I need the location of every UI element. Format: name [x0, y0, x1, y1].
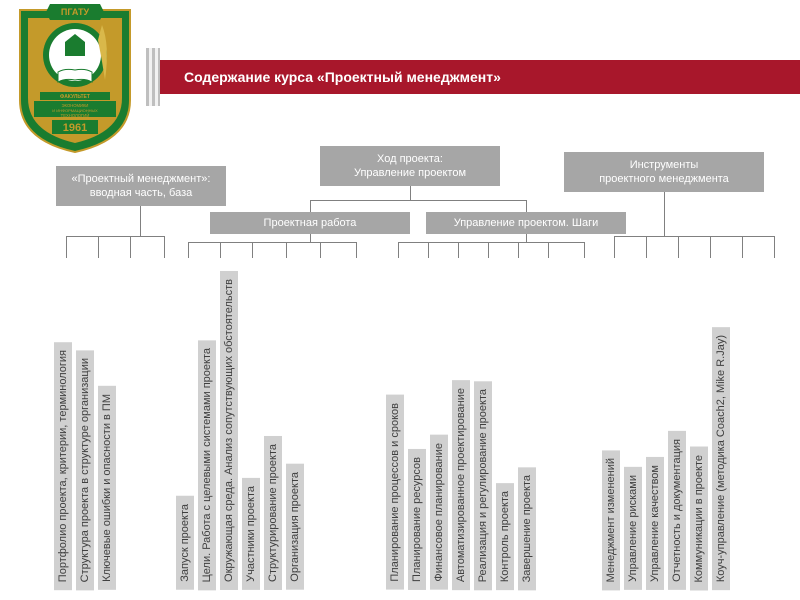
- leaf-item: Менеджмент изменений: [602, 450, 620, 590]
- course-structure-diagram: «Проектный менеджмент»: вводная часть, б…: [30, 140, 790, 590]
- leaf-item: Структура проекта в структуре организаци…: [76, 350, 94, 590]
- logo-faculty-line4: ТЕХНОЛОГИЙ: [61, 113, 90, 118]
- course-title-bar: Содержание курса «Проектный менеджмент»: [160, 60, 800, 94]
- leaf-item: Портфолио проекта, критерии, терминологи…: [54, 342, 72, 590]
- leaf-group-intro: Портфолио проекта, критерии, терминологи…: [54, 342, 126, 590]
- leaf-item: Цели. Работа с целевыми системами проект…: [198, 340, 216, 590]
- leaf-item: Реализация и регулирование проекта: [474, 381, 492, 590]
- leaf-group-project-work: Запуск проекта Цели. Работа с целевыми с…: [176, 271, 314, 590]
- top-box-intro: «Проектный менеджмент»: вводная часть, б…: [56, 166, 226, 206]
- leaf-item: Контроль проекта: [496, 483, 514, 590]
- top-box-progress: Ход проекта: Управление проектом: [320, 146, 500, 186]
- top-box-tools: Инструменты проектного менеджмента: [564, 152, 764, 192]
- course-title: Содержание курса «Проектный менеджмент»: [184, 69, 501, 85]
- logo-year: 1961: [63, 122, 87, 134]
- logo-faculty-line1: ФАКУЛЬТЕТ: [60, 94, 90, 100]
- leaf-item: Финансовое планирование: [430, 435, 448, 590]
- leaf-item: Управление рисками: [624, 467, 642, 590]
- leaf-item: Управление качеством: [646, 457, 664, 590]
- leaf-item: Завершение проекта: [518, 467, 536, 590]
- leaf-item: Планирование процессов и сроков: [386, 395, 404, 590]
- leaf-item: Ключевые ошибки и опасности в ПМ: [98, 386, 116, 590]
- mid-box-project-work: Проектная работа: [210, 212, 410, 234]
- leaf-item: Организация проекта: [286, 464, 304, 590]
- leaf-item: Планирование ресурсов: [408, 449, 426, 590]
- leaf-item: Отчетность и документация: [668, 431, 686, 590]
- leaf-item: Окружающая среда. Анализ сопутствующих о…: [220, 271, 238, 590]
- leaf-group-tools: Менеджмент изменений Управление рисками …: [602, 327, 740, 590]
- leaf-item: Автоматизированное проектирование: [452, 380, 470, 590]
- leaf-item: Коуч-управление (методика Coach2, Mike R…: [712, 327, 730, 590]
- leaf-item: Структурирование проекта: [264, 436, 282, 590]
- leaf-item: Коммуникации в проекте: [690, 447, 708, 591]
- university-logo: ФАКУЛЬТЕТ ЭКОНОМИКИ И ИНФОРМАЦИОННЫХ ТЕХ…: [10, 0, 140, 155]
- leaf-group-steps: Планирование процессов и сроков Планиров…: [386, 380, 546, 590]
- leaf-item: Участники проекта: [242, 478, 260, 590]
- leaf-item: Запуск проекта: [176, 496, 194, 590]
- logo-name: ПГАТУ: [61, 7, 90, 17]
- mid-box-steps: Управление проектом. Шаги: [426, 212, 626, 234]
